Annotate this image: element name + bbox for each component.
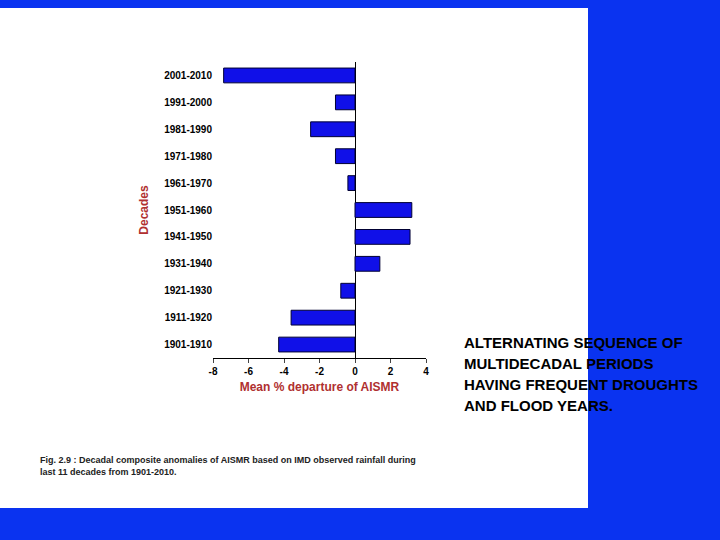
svg-text:-4: -4 <box>280 366 289 377</box>
svg-text:1971-1980: 1971-1980 <box>164 151 212 162</box>
html-text:Fig. 2.9 : Decadal composite a: Fig. 2.9 : Decadal composite anomalies o… <box>40 455 416 477</box>
html-text:ALTERNATING SEQUENCE OF MULTID: ALTERNATING SEQUENCE OF MULTIDECADAL PER… <box>464 334 698 414</box>
svg-text:1931-1940: 1931-1940 <box>164 258 212 269</box>
svg-text:0: 0 <box>352 366 358 377</box>
svg-text:4: 4 <box>423 366 429 377</box>
svg-text:1901-1910: 1901-1910 <box>164 339 212 350</box>
svg-text:1991-2000: 1991-2000 <box>164 97 212 108</box>
svg-text:-6: -6 <box>244 366 253 377</box>
svg-text:-2: -2 <box>315 366 324 377</box>
svg-text:1911-1920: 1911-1920 <box>165 312 213 323</box>
svg-text:1921-1930: 1921-1930 <box>164 285 212 296</box>
svg-text:1961-1970: 1961-1970 <box>164 178 212 189</box>
svg-text:1941-1950: 1941-1950 <box>164 231 212 242</box>
svg-text:-8: -8 <box>209 366 218 377</box>
svg-text:2001-2010: 2001-2010 <box>164 70 212 81</box>
svg-text:1981-1990: 1981-1990 <box>164 124 212 135</box>
svg-text:Mean % departure of AISMR: Mean % departure of AISMR <box>240 380 400 394</box>
svg-text:Decades: Decades <box>137 185 151 235</box>
svg-text:1951-1960: 1951-1960 <box>164 205 212 216</box>
svg-text:2: 2 <box>388 366 394 377</box>
